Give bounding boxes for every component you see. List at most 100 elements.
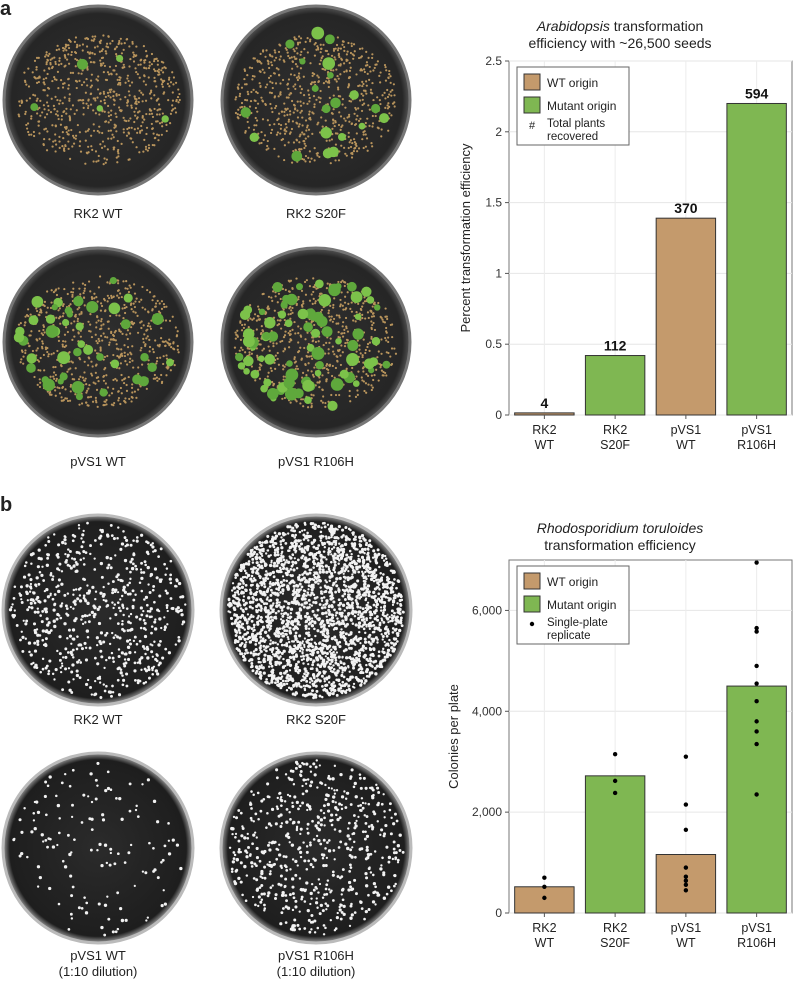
plate-b-pvs1-wt (1, 751, 195, 945)
chart-a-title-line2: efficiency with ~26,500 seeds (528, 35, 712, 51)
chart-a-ylabel: Percent transformation efficiency (458, 143, 473, 333)
chart-a-legend-swatch-mutant (523, 96, 541, 114)
chart-b-bar-3 (726, 685, 787, 914)
plate-label-a-4: pVS1 R106H (278, 454, 354, 469)
chart-b-replicate-point-2-3 (683, 874, 689, 879)
chart-a-bar-0 (514, 412, 575, 416)
chart-a-xtick-label-0: RK2 WT (532, 423, 556, 452)
chart-b-legend-label-mutant: Mutant origin (547, 598, 616, 612)
chart-b-replicate-point-0-0 (542, 895, 547, 901)
chart-b-replicate-point-3-2 (754, 729, 759, 734)
chart-a-ytick-label-5: 2.5 (485, 54, 502, 68)
plate-label-b-3: pVS1 WT (1:10 dilution) (8, 948, 188, 980)
chart-b-replicate-point-2-1 (683, 882, 689, 887)
plate-a-pvs1-r106h (220, 246, 412, 438)
chart-b-ytick-label-3: 6,000 (472, 603, 502, 617)
chart-b-replicate-point-0-1 (542, 884, 547, 889)
chart-b-ytick-label-0: 0 (495, 906, 502, 920)
chart-b-replicate-point-3-9 (754, 560, 759, 565)
chart-b-title-italic: Rhodosporidium toruloides (536, 520, 704, 536)
panel-letter-b: b (0, 494, 13, 516)
chart-b-legend-label-wt: WT origin (547, 575, 598, 589)
panel-b-plates (1, 513, 413, 945)
chart-a-legend-symbol: # (529, 120, 536, 132)
chart-b-legend-symbol-dot (529, 621, 535, 627)
chart-b-xtick-label-2: pVS1 WT (671, 921, 702, 950)
chart-b-legend-label-3b: replicate (547, 630, 590, 642)
plate-b-rk2-wt (1, 513, 195, 707)
chart-b-replicate-point-1-1 (612, 778, 618, 784)
chart-a-title-rest: transformation (609, 18, 704, 34)
chart-b-replicate-point-3-1 (754, 741, 759, 747)
chart-a-bar-3 (726, 102, 787, 416)
chart-b-xtick-label-1: RK2 S20F (600, 921, 630, 950)
chart-a-legend-swatch-wt (523, 73, 541, 91)
chart-b-replicate-point-2-6 (683, 802, 689, 807)
plate-b-rk2-s20f (219, 513, 413, 707)
chart-a-title: Arabidopsis transformation efficiency wi… (470, 18, 770, 52)
chart-a-legend-label-3b: recovered (547, 131, 598, 143)
chart-a-xtick-label-2: pVS1 WT (671, 423, 702, 452)
chart-b-legend-swatch-wt (523, 572, 541, 590)
chart-a-xtick-label-3: pVS1 R106H (737, 423, 776, 452)
chart-a-bar-label-0: 4 (540, 395, 548, 411)
chart-b-replicate-point-3-5 (754, 681, 759, 686)
chart-b: 0 2,000 4,000 6,000 Colonies per plate RK2 WT R… (446, 559, 793, 950)
chart-a-ytick-label-0: 0 (495, 408, 502, 422)
plate-label-b-4: pVS1 R106H (1:10 dilution) (226, 948, 406, 980)
chart-a-bar-label-1: 112 (604, 338, 627, 354)
chart-b-replicate-point-2-2 (683, 878, 689, 883)
chart-a-bar-1 (584, 355, 646, 416)
plate-label-b-1: RK2 WT (73, 712, 123, 727)
plate-a-pvs1-wt (2, 246, 194, 438)
chart-b-replicate-point-1-2 (612, 751, 618, 757)
chart-a-ytick-label-3: 1.5 (485, 196, 502, 210)
chart-b-title-line2: transformation efficiency (544, 537, 696, 553)
plate-label-a-2: RK2 S20F (286, 206, 346, 221)
chart-a-xtick-label-1: RK2 S20F (600, 423, 630, 452)
chart-a-title-italic: Arabidopsis (536, 18, 610, 34)
chart-a-ytick-label-2: 1 (495, 266, 502, 280)
chart-b-title: Rhodosporidium toruloides transformation… (470, 520, 770, 554)
chart-b-replicate-point-2-0 (683, 888, 689, 893)
chart-b-replicate-point-3-8 (754, 625, 759, 631)
chart-b-legend-label-3a: Single-plate (547, 617, 608, 629)
chart-b-replicate-point-3-6 (754, 663, 759, 669)
chart-b-replicate-point-3-4 (754, 699, 759, 704)
chart-a-bar-label-3: 594 (745, 85, 769, 101)
chart-b-replicate-point-3-0 (754, 792, 759, 797)
panel-a-plates (2, 4, 412, 438)
chart-b-replicate-point-2-4 (683, 865, 689, 870)
chart-b-replicate-point-0-2 (542, 875, 547, 880)
chart-b-xtick-label-0: RK2 WT (532, 921, 556, 950)
chart-b-ytick-label-2: 4,000 (472, 704, 502, 718)
chart-a: 0 0.5 1 1.5 2 2.5 Percent transformation effic… (458, 54, 793, 452)
chart-a-ytick-label-4: 2 (495, 125, 502, 139)
chart-b-ylabel: Colonies per plate (446, 684, 461, 789)
chart-a-bar-label-2: 370 (674, 200, 698, 216)
panel-letter-a: a (0, 0, 12, 20)
chart-b-replicate-point-2-7 (683, 754, 689, 759)
chart-a-legend-label-3a: Total plants (547, 118, 605, 130)
chart-b-bar-1 (584, 775, 646, 914)
chart-a-ytick-label-1: 0.5 (485, 337, 502, 351)
plate-a-rk2-wt (2, 4, 194, 196)
chart-b-replicate-point-3-3 (754, 719, 759, 724)
plate-label-b-3-dilution: (1:10 dilution) (58, 964, 138, 979)
chart-b-replicate-point-3-7 (754, 629, 759, 634)
chart-a-bar-2 (655, 217, 717, 416)
plate-label-b-3-name: pVS1 WT (70, 948, 126, 963)
chart-b-legend-swatch-mutant (523, 595, 541, 613)
chart-a-legend-label-mutant: Mutant origin (547, 99, 616, 113)
chart-b-xtick-label-3: pVS1 R106H (737, 921, 776, 950)
plate-label-a-3: pVS1 WT (70, 454, 126, 469)
plate-label-b-4-name: pVS1 R106H (278, 948, 354, 963)
plate-label-b-4-dilution: (1:10 dilution) (276, 964, 356, 979)
plate-b-pvs1-r106h (219, 751, 413, 945)
chart-b-ytick-label-1: 2,000 (472, 805, 502, 819)
chart-b-replicate-point-2-5 (683, 827, 689, 832)
chart-a-legend-label-wt: WT origin (547, 76, 598, 90)
plate-a-rk2-s20f (220, 4, 412, 196)
plate-label-b-2: RK2 S20F (286, 712, 346, 727)
plate-label-a-1: RK2 WT (73, 206, 123, 221)
